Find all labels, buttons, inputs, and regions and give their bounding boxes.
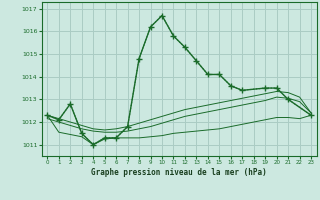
X-axis label: Graphe pression niveau de la mer (hPa): Graphe pression niveau de la mer (hPa): [91, 168, 267, 177]
